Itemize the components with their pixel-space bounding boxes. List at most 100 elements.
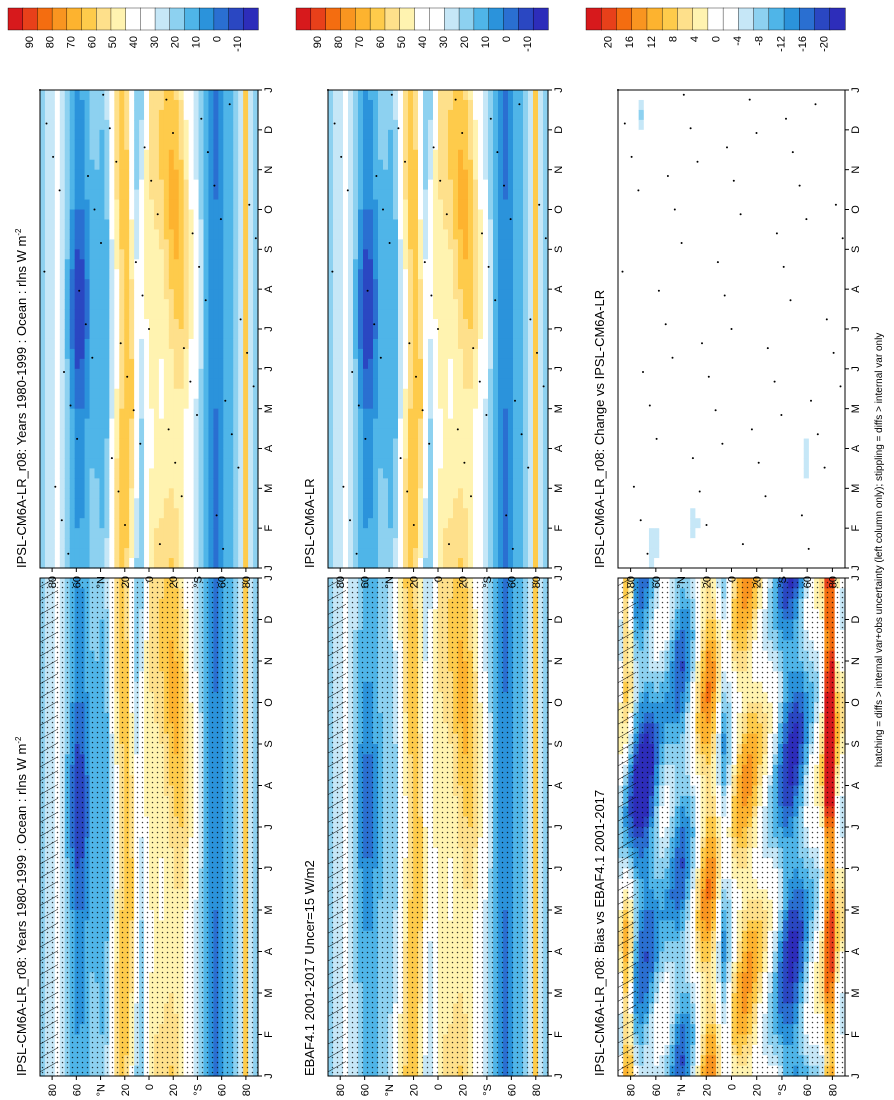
heatmap-cell [129,329,135,340]
latitude-tick-label: 20 [120,1084,132,1096]
heatmap-cell [144,518,150,529]
heatmap-cell [193,209,200,221]
heatmap-cell [84,209,91,221]
heatmap-cell [158,279,165,290]
heatmap-cell [149,179,155,191]
heatmap-cell [144,358,150,370]
heatmap-cell [129,358,135,370]
heatmap-cell [139,468,145,479]
heatmap-cell [134,99,140,111]
heatmap-cell [79,99,86,111]
heatmap-cell [54,139,61,151]
heatmap-cell [198,398,205,410]
heatmap-cell [109,269,115,280]
heatmap-cell [208,189,214,201]
heatmap-cell [134,358,140,370]
heatmap-cell [213,348,219,360]
heatmap-cell [183,189,190,201]
heatmap-cell [233,508,239,519]
heatmap-cell [134,488,140,499]
heatmap-cell [99,538,105,549]
heatmap-cell [69,438,76,450]
heatmap-cell [94,239,101,250]
heatmap-cell [79,179,86,191]
heatmap-cell [223,209,229,221]
heatmap-cell [188,179,195,191]
heatmap-cell [54,90,61,101]
heatmap-cell [233,498,239,509]
heatmap-cell [233,378,239,390]
heatmap-cell [203,90,210,101]
colorbar-swatch [169,7,186,31]
heatmap-cell [64,368,71,380]
heatmap-cell [109,438,115,450]
heatmap-cell [99,209,105,221]
heatmap-cell [64,109,71,121]
heatmap-cell [144,279,150,290]
heatmap-cell [243,388,249,400]
heatmap-cell [69,428,76,440]
heatmap-cell [44,478,51,489]
heatmap-cell [213,179,219,191]
heatmap-cell [144,239,150,250]
heatmap-cell [238,319,244,330]
heatmap-cell [218,538,224,549]
heatmap-cell [213,398,219,410]
heatmap-cell [94,558,101,569]
heatmap-cell [109,249,115,260]
heatmap-cell [79,448,86,460]
heatmap-cell [89,548,96,559]
heatmap-cell [198,468,205,479]
heatmap-cell [198,119,205,131]
heatmap-cell [129,259,135,270]
heatmap-cell [193,428,200,440]
heatmap-cell [44,229,51,240]
stipple-dot [54,485,57,488]
heatmap-cell [248,219,254,231]
heatmap-cell [218,99,224,111]
heatmap-cell [74,498,81,509]
heatmap-cell [173,90,180,101]
heatmap-cell [134,498,140,509]
heatmap-cell [153,488,160,499]
heatmap-cell [223,478,229,489]
heatmap-cell [59,398,66,410]
heatmap-cell [198,239,205,250]
heatmap-cell [129,528,135,539]
heatmap-cell [203,388,210,400]
stipple-dot [43,270,46,273]
heatmap-cell [188,368,195,380]
heatmap-cell [158,388,165,400]
heatmap-cell [84,189,91,201]
heatmap-cell [248,548,254,559]
heatmap-cell [94,408,101,420]
heatmap-cell [129,448,135,460]
heatmap-cell [208,468,214,479]
heatmap-cell [99,338,105,350]
heatmap-cell [168,438,175,450]
stipple-dot [134,261,137,264]
heatmap-cell [228,169,234,181]
heatmap-cell [94,289,101,300]
heatmap-cell [153,408,160,420]
heatmap-cell [228,348,234,360]
heatmap-cell [198,418,205,430]
heatmap-cell [228,209,234,221]
colorbar-swatch [96,7,112,31]
heatmap-cell [104,438,110,450]
month-tick-label: M [263,988,275,997]
heatmap-cell [114,119,120,131]
heatmap-cell [104,239,110,250]
heatmap-cell [109,448,115,460]
heatmap-cell [178,548,185,559]
heatmap-cell [233,488,239,499]
heatmap-cell [158,90,165,101]
heatmap-cell [243,558,249,569]
heatmap-cell [158,189,165,201]
heatmap-cell [54,209,61,221]
heatmap-cell [178,239,185,250]
heatmap-cell [163,199,170,211]
heatmap-cell [203,299,210,310]
heatmap-cell [84,289,91,300]
heatmap-cell [178,269,185,280]
